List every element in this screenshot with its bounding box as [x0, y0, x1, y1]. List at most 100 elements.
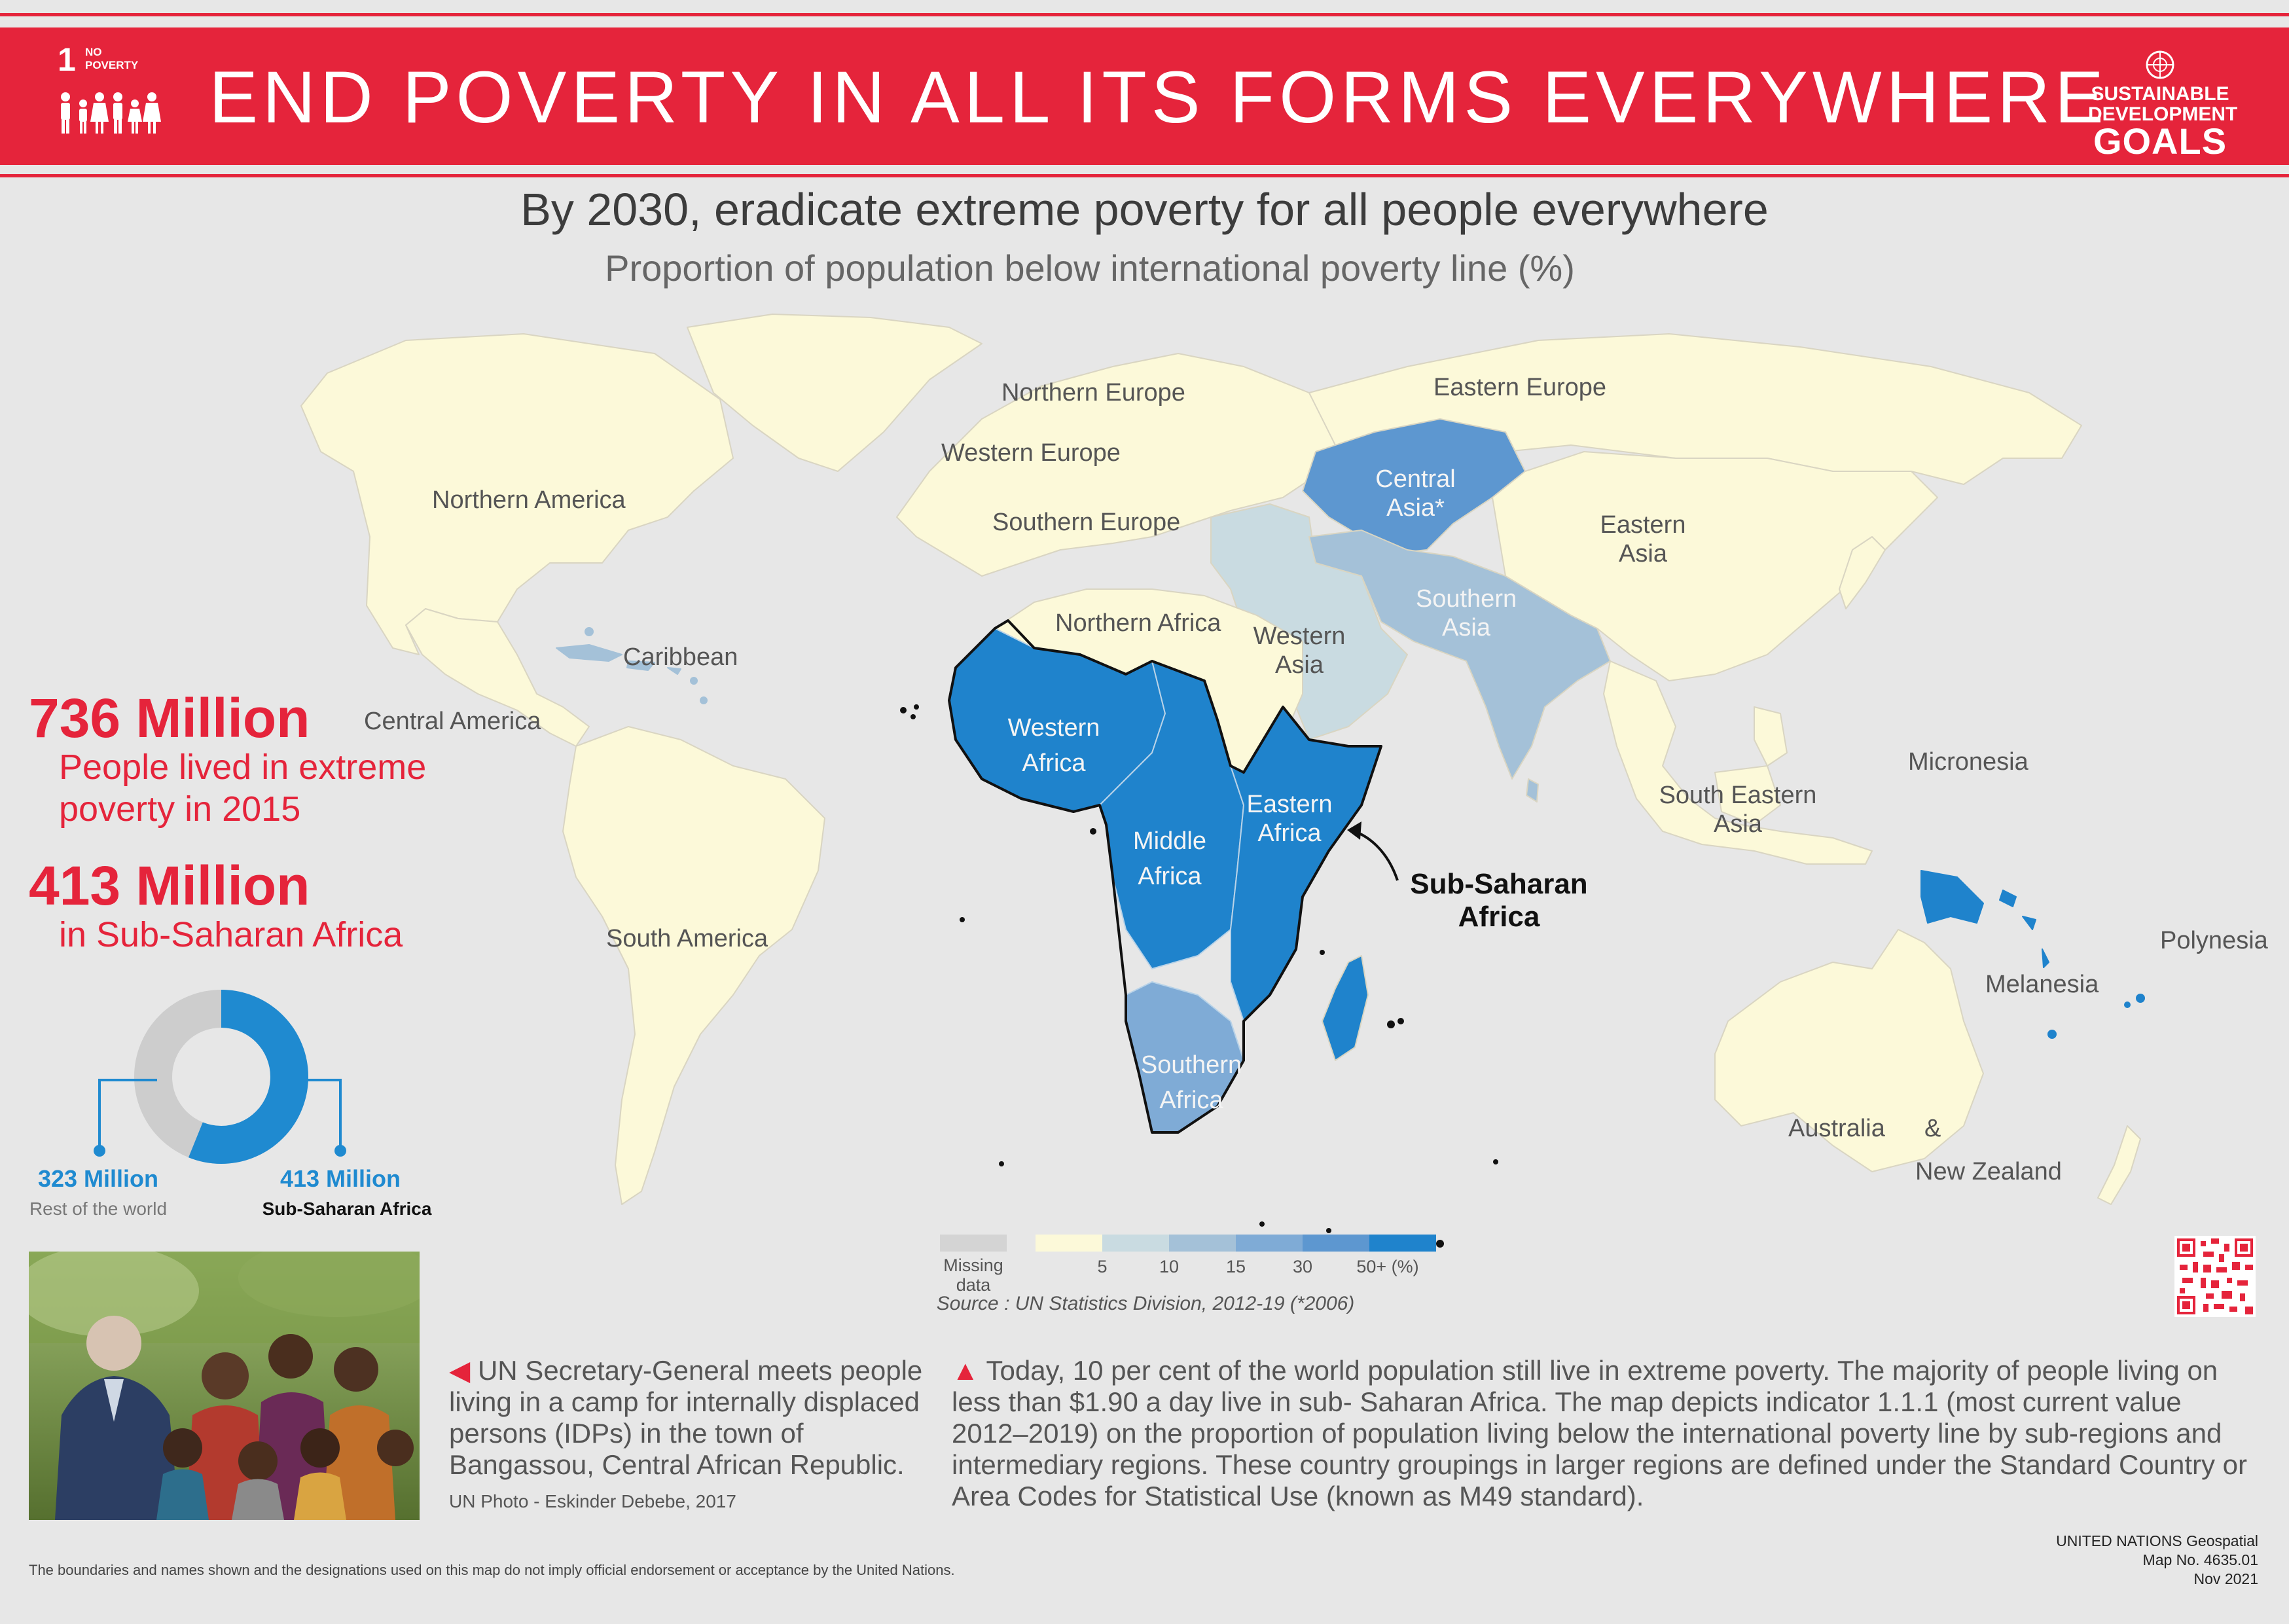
label-northern-europe: Northern Europe	[1001, 379, 1185, 406]
label-new-zealand: New Zealand	[1915, 1158, 2062, 1185]
stat-total-text: People lived in extreme poverty in 2015	[59, 748, 427, 829]
sdg-logo-line-1: SUSTAINABLE	[2091, 83, 2229, 105]
label-eastern-asia: Eastern Asia	[1600, 511, 1686, 568]
goal-name: NO POVERTY	[85, 46, 139, 71]
region-new-zealand	[2097, 1125, 2141, 1205]
legend-swatch-1	[1036, 1235, 1102, 1252]
legend-tick-10: 10	[1159, 1257, 1180, 1276]
photo-illustration	[29, 1252, 420, 1520]
region-madagascar	[1322, 955, 1369, 1061]
sdg-logo: SUSTAINABLE DEVELOPMENT GOALS	[2088, 50, 2238, 162]
photo-caption: ◀ UN Secretary-General meets people livi…	[449, 1355, 933, 1481]
description: ▲ Today, 10 per cent of the world popula…	[952, 1355, 2254, 1512]
source-note: Source : UN Statistics Division, 2012-19…	[936, 1293, 1355, 1314]
donut-ssa-value: 413 Million	[279, 1165, 401, 1192]
label-eastern-europe: Eastern Europe	[1433, 374, 1607, 401]
island-markers	[900, 704, 1498, 1248]
label-micronesia: Micronesia	[1908, 748, 2028, 776]
region-japan	[1839, 536, 1886, 609]
sub-saharan-arrowhead	[1347, 821, 1361, 840]
donut-rest-label: Rest of the world	[29, 1199, 168, 1219]
legend-tick-5: 5	[1097, 1257, 1108, 1276]
legend-missing-label: Missing data	[943, 1255, 1003, 1295]
label-central-asia: Central Asia*	[1375, 465, 1456, 522]
donut-leader-rest-dot	[94, 1145, 105, 1157]
region-central-america	[405, 608, 590, 747]
family-icon	[61, 92, 161, 134]
label-western-africa: Western Africa	[1007, 714, 1100, 777]
label-polynesia: Polynesia	[2160, 927, 2268, 954]
credit-line-1: UNITED NATIONS Geospatial	[2056, 1532, 2258, 1549]
header-band	[0, 27, 2289, 165]
donut-leader-ssa-dot	[334, 1145, 346, 1157]
region-europe	[896, 353, 1343, 577]
credit-line-2: Map No. 4635.01	[2142, 1551, 2258, 1568]
label-eastern-africa: Eastern Africa	[1246, 791, 1333, 847]
label-southern-asia: Southern Asia	[1415, 585, 1517, 641]
region-eastern-asia	[1492, 451, 1938, 681]
label-northern-africa: Northern Africa	[1055, 609, 1221, 637]
label-middle-africa: Middle Africa	[1133, 827, 1206, 890]
subtitle: By 2030, eradicate extreme poverty for a…	[520, 184, 1769, 235]
label-australia-ampersand: &	[1924, 1115, 1941, 1142]
region-south-america	[562, 726, 825, 1205]
label-southern-europe: Southern Europe	[992, 509, 1181, 536]
donut-rest-value: 323 Million	[37, 1165, 159, 1192]
label-caribbean: Caribbean	[623, 643, 738, 671]
photo	[29, 1252, 420, 1520]
sub-saharan-outline	[948, 619, 1382, 1134]
region-borneo	[1714, 765, 1781, 825]
label-australia: Australia	[1788, 1115, 1885, 1142]
region-australia	[1714, 929, 1984, 1172]
legend-swatch-6	[1369, 1235, 1436, 1252]
legend-swatch-2	[1102, 1235, 1169, 1252]
header-top-line	[0, 13, 2289, 16]
label-south-eastern-asia: South Eastern Asia	[1659, 782, 1817, 838]
up-triangle-icon: ▲	[952, 1355, 986, 1386]
legend-tick-30: 30	[1292, 1257, 1313, 1276]
region-central-asia	[1302, 418, 1526, 554]
label-south-america: South America	[606, 925, 768, 952]
donut-leader-ssa	[285, 1079, 342, 1151]
legend-tick-15: 15	[1225, 1257, 1246, 1276]
page-title: END POVERTY IN ALL ITS FORMS EVERYWHERE	[209, 56, 2108, 138]
label-western-asia: Western Asia	[1253, 623, 1346, 679]
donut-ssa-label: Sub-Saharan Africa	[262, 1199, 432, 1219]
label-southern-africa: Southern Africa	[1140, 1051, 1242, 1114]
donut-segment-ssa	[134, 990, 308, 1164]
region-caribbean	[556, 627, 708, 704]
region-southern-asia	[1308, 530, 1611, 780]
stat-ssa-value: 413 Million	[29, 855, 310, 916]
indicator-title: Proportion of population below internati…	[605, 247, 1575, 289]
region-south-eastern-asia	[1603, 660, 1873, 865]
legend-swatch-3	[1169, 1235, 1236, 1252]
region-sri-lanka	[1526, 778, 1539, 803]
photo-caption-text: UN Secretary-General meets people living…	[449, 1355, 923, 1480]
disclaimer: The boundaries and names shown and the d…	[29, 1562, 955, 1578]
label-melanesia: Melanesia	[1985, 971, 2099, 998]
label-northern-america: Northern America	[432, 486, 626, 514]
region-greenland	[687, 314, 982, 472]
qr-code-icon[interactable]	[2174, 1236, 2256, 1317]
legend-swatch-4	[1236, 1235, 1303, 1252]
sdg-logo-line-3: GOALS	[2093, 120, 2227, 162]
stat-ssa-text: in Sub-Saharan Africa	[59, 915, 403, 954]
region-melanesia	[1920, 870, 2145, 1039]
legend-swatch-missing	[940, 1235, 1007, 1252]
header-bottom-line	[0, 174, 2289, 177]
photo-credit: UN Photo - Eskinder Debebe, 2017	[449, 1491, 736, 1511]
stat-total-value: 736 Million	[29, 687, 310, 749]
region-northern-america	[300, 333, 734, 655]
map-credit: UNITED NATIONS Geospatial Map No. 4635.0…	[1898, 1532, 2258, 1589]
legend-tick-50-plus: 50+ (%)	[1356, 1257, 1419, 1276]
sdg-logo-line-2: DEVELOPMENT	[2088, 103, 2238, 125]
un-emblem-icon	[2146, 50, 2174, 79]
label-western-europe: Western Europe	[941, 439, 1121, 467]
label-central-america: Central America	[364, 708, 541, 735]
credit-line-3: Nov 2021	[2193, 1570, 2258, 1587]
legend-swatch-5	[1303, 1235, 1369, 1252]
region-philippines	[1754, 706, 1788, 767]
label-sub-saharan-africa: Sub-Saharan Africa	[1410, 868, 1588, 933]
